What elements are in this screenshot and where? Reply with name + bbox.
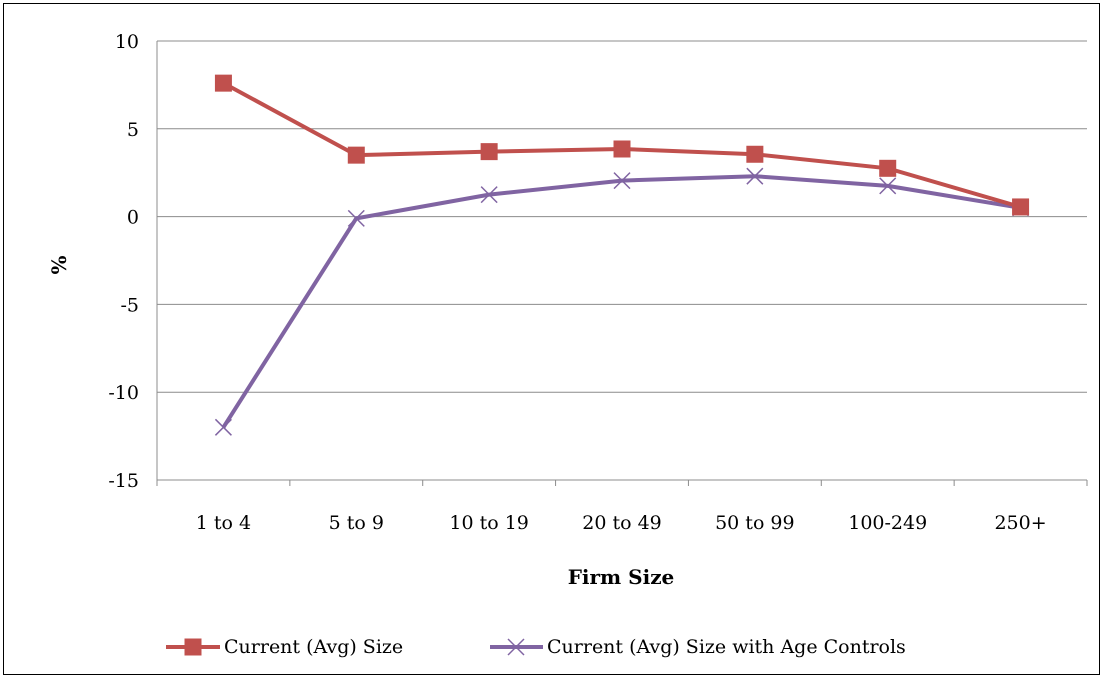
- x-axis-title: Firm Size: [568, 565, 675, 589]
- legend-marker-series-1: [184, 638, 202, 656]
- marker-x-stroke: [480, 186, 498, 204]
- y-axis-title: %: [47, 255, 71, 274]
- marker-x-stroke: [746, 167, 764, 185]
- series-lines: [214, 74, 1030, 436]
- series-2-line: [221, 174, 1021, 429]
- x-tick-label: 10 to 19: [449, 512, 529, 534]
- marker-x-stroke: [214, 418, 232, 436]
- y-tick-label: -5: [120, 294, 139, 316]
- marker-x-stroke: [347, 209, 365, 227]
- x-tick-labels: 1 to 4 5 to 9 10 to 19 20 to 49 50 to 99 100-…: [196, 512, 1047, 534]
- series-1-point: [347, 146, 365, 164]
- chart-frame: [3, 3, 1100, 675]
- legend-label-series-1: Current (Avg) Size: [224, 636, 403, 658]
- axes: [156, 41, 1088, 486]
- series-2-point: [879, 177, 897, 195]
- legend-item-series-2: Current (Avg) Size with Age Controls: [490, 636, 906, 658]
- series-2-point: [613, 172, 631, 190]
- legend-swatch-series-1: [166, 638, 220, 656]
- series-1: [214, 74, 1030, 216]
- series-1-point: [214, 74, 232, 92]
- series-2-point: [480, 186, 498, 204]
- y-tick-label: -10: [108, 382, 139, 404]
- legend-item-series-1: Current (Avg) Size: [166, 636, 403, 658]
- legend-marker-series-2: [507, 638, 525, 656]
- marker-x-stroke: [613, 172, 631, 190]
- marker-x-stroke: [879, 177, 897, 195]
- x-tick-label: 1 to 4: [196, 512, 251, 534]
- y-tick-label: 10: [115, 31, 139, 53]
- y-tick-labels: 10 5 0 -5 -10 -15: [108, 31, 139, 492]
- x-tick-label: 250+: [994, 512, 1046, 534]
- legend: Current (Avg) Size Current (Avg) Size wi…: [166, 636, 906, 658]
- gridlines: [157, 40, 1087, 481]
- legend-swatch-series-2: [490, 638, 543, 656]
- legend-label-series-2: Current (Avg) Size with Age Controls: [547, 636, 906, 658]
- y-tick-label: 5: [127, 119, 139, 141]
- x-tick-label: 5 to 9: [329, 512, 384, 534]
- series-1-point: [746, 145, 764, 163]
- series-1-point: [879, 159, 897, 177]
- y-tick-label: -15: [108, 470, 139, 492]
- series-2: [214, 167, 1030, 436]
- x-tick-label: 20 to 49: [582, 512, 662, 534]
- series-1-point: [613, 140, 631, 158]
- series-1-point: [480, 143, 498, 161]
- series-2-point: [746, 167, 764, 185]
- x-tick-label: 50 to 99: [715, 512, 795, 534]
- series-2-point: [347, 209, 365, 227]
- series-1-point: [1012, 198, 1030, 216]
- y-tick-label: 0: [127, 207, 139, 229]
- series-2-point: [214, 418, 232, 436]
- x-tick-label: 100-249: [848, 512, 927, 534]
- marker-x-stroke: [507, 638, 525, 656]
